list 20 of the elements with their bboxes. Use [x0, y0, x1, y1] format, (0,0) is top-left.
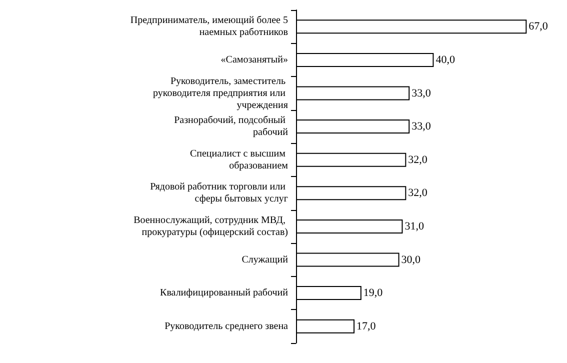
y-tick-label: Предприниматель, имеющий более 5 наемных работников: [130, 15, 288, 38]
data-label: 17,0: [356, 320, 376, 332]
y-tick-label: Военнослужащий, сотрудник МВД, прокуратуры (офицерский состав): [134, 214, 288, 238]
data-label: 32,0: [408, 187, 428, 200]
data-label: 33,0: [412, 87, 432, 100]
y-tick-label: Служащий: [242, 254, 289, 266]
data-label: 33,0: [412, 120, 432, 133]
y-tick-label: Руководитель среднего звена: [164, 320, 289, 332]
data-label: 67,0: [528, 20, 548, 33]
y-tick-label: «Самозанятый»: [220, 54, 288, 66]
data-label: 32,0: [408, 154, 428, 166]
y-tick-label: Разнорабочий, подсобный рабочий: [174, 115, 289, 138]
data-label: 30,0: [401, 254, 422, 266]
data-label: 40,0: [436, 54, 456, 66]
y-tick-label: Квалифицированный рабочий: [160, 288, 289, 299]
data-label: 19,0: [363, 287, 384, 300]
data-label: 31,0: [404, 220, 424, 232]
y-tick-label: Специалист с высшим образованием: [190, 148, 289, 172]
y-tick-label: Рядовой работник торговли или сферы бытовых услуг: [150, 182, 288, 205]
y-tick-label: Руководитель, заместитель руководителя предприятия или учреждения: [153, 76, 288, 111]
